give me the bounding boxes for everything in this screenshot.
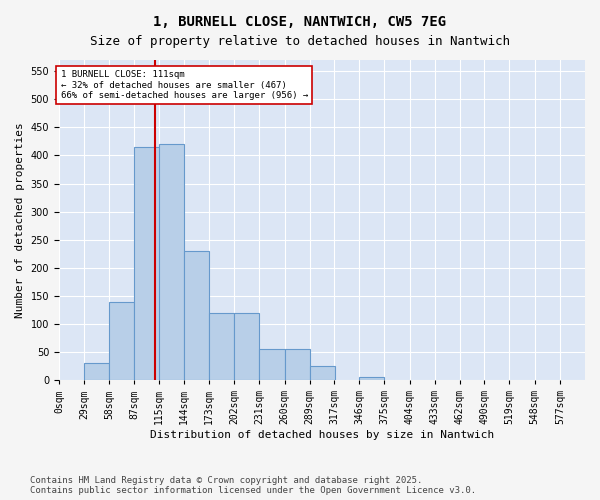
Bar <box>359 378 385 380</box>
Bar <box>209 313 234 380</box>
Text: Size of property relative to detached houses in Nantwich: Size of property relative to detached ho… <box>90 35 510 48</box>
Bar <box>234 313 259 380</box>
X-axis label: Distribution of detached houses by size in Nantwich: Distribution of detached houses by size … <box>150 430 494 440</box>
Bar <box>310 366 335 380</box>
Text: 1, BURNELL CLOSE, NANTWICH, CW5 7EG: 1, BURNELL CLOSE, NANTWICH, CW5 7EG <box>154 15 446 29</box>
Bar <box>159 144 184 380</box>
Bar <box>84 364 109 380</box>
Bar <box>259 350 284 380</box>
Bar <box>284 350 310 380</box>
Bar <box>134 147 160 380</box>
Text: Contains HM Land Registry data © Crown copyright and database right 2025.
Contai: Contains HM Land Registry data © Crown c… <box>30 476 476 495</box>
Text: 1 BURNELL CLOSE: 111sqm
← 32% of detached houses are smaller (467)
66% of semi-d: 1 BURNELL CLOSE: 111sqm ← 32% of detache… <box>61 70 308 100</box>
Bar <box>109 302 134 380</box>
Bar <box>184 251 209 380</box>
Y-axis label: Number of detached properties: Number of detached properties <box>15 122 25 318</box>
